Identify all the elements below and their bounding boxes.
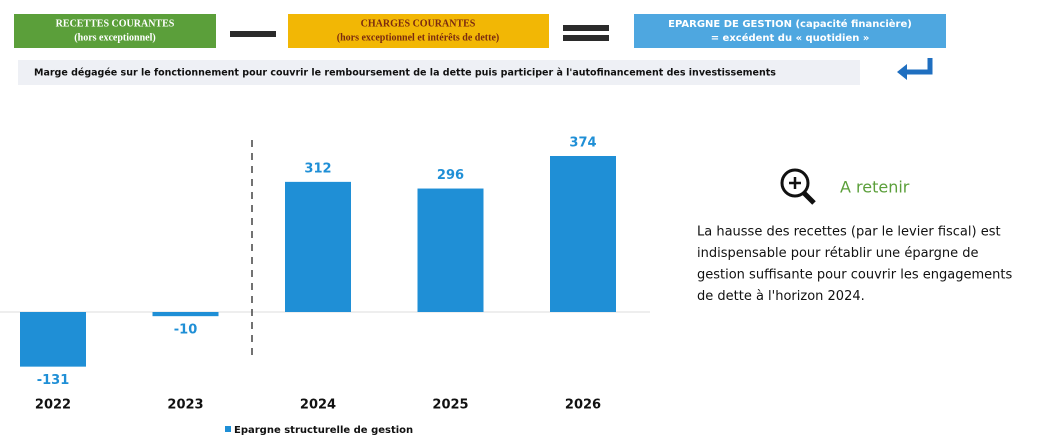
caption: Marge dégagée sur le fonctionnement pour… — [34, 68, 776, 79]
box-revenue — [14, 14, 216, 48]
caption-box — [18, 60, 860, 85]
magnifier-icon — [802, 191, 816, 205]
box-subtitle: = excédent du « quotidien » — [711, 32, 870, 44]
legend-label: Epargne structurelle de gestion — [234, 425, 413, 436]
value-label: -10 — [174, 323, 198, 338]
return-arrow — [905, 58, 933, 75]
bar — [152, 312, 219, 317]
value-label: 296 — [437, 168, 464, 183]
value-label: 312 — [304, 161, 331, 176]
box-title: RECETTES COURANTES — [56, 18, 175, 29]
x-tick-label: 2026 — [565, 398, 601, 413]
magnifier-icon — [789, 177, 801, 189]
return-arrow-head — [897, 64, 907, 80]
x-tick-label: 2025 — [432, 398, 468, 413]
box-subtitle: (hors exceptionnel et intérêts de dette) — [337, 32, 499, 43]
box-savings — [634, 14, 946, 48]
x-tick-label: 2022 — [35, 398, 71, 413]
value-label: -131 — [37, 373, 70, 388]
x-tick-label: 2023 — [167, 398, 203, 413]
box-title: CHARGES COURANTES — [361, 18, 476, 29]
value-label: 374 — [569, 136, 596, 151]
box-subtitle: (hors exceptionnel) — [74, 32, 155, 43]
bar — [285, 181, 351, 312]
note-title: A retenir — [840, 178, 910, 197]
note-line: indispensable pour rétablir une épargne … — [697, 246, 979, 261]
box-charges — [288, 14, 549, 48]
legend-swatch — [225, 426, 231, 432]
minus-sign — [230, 31, 276, 37]
note-line: La hausse des recettes (par le levier fi… — [697, 225, 1001, 240]
note-line: gestion suffisante pour couvrir les enga… — [697, 268, 1012, 283]
equals-sign — [563, 35, 609, 41]
equals-sign — [563, 25, 609, 31]
box-title: EPARGNE DE GESTION (capacité financière) — [668, 18, 912, 30]
magnifier-icon — [780, 168, 810, 198]
note-line: de dette à l'horizon 2024. — [697, 289, 865, 304]
bar — [417, 188, 484, 312]
x-tick-label: 2024 — [300, 398, 336, 413]
bar — [20, 312, 86, 367]
bar — [550, 156, 616, 312]
